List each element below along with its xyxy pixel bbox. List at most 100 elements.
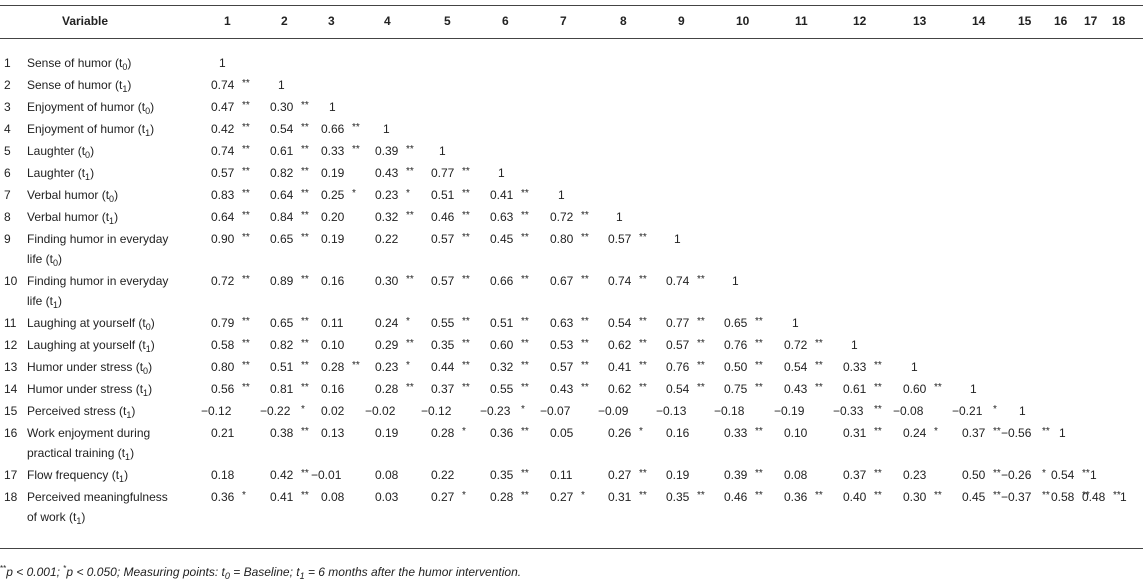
cell-value: 0.42 [211, 122, 235, 136]
significance-marker: ** [301, 274, 309, 285]
cell-value: 0.39 [375, 144, 399, 158]
cell-value: 0.54 [1051, 468, 1075, 482]
row-label: life (t1) [27, 294, 63, 310]
cell-value: 1 [558, 188, 565, 202]
label-subscript: 1 [109, 216, 115, 226]
cell-value: 0.40 [843, 490, 867, 504]
significance-marker: ** [242, 100, 250, 111]
cell-value: 0.28 [490, 490, 514, 504]
significance-marker: ** [301, 188, 309, 199]
cell-value: 0.64 [270, 188, 294, 202]
cell-value: 0.45 [490, 232, 514, 246]
cell-value: −0.02 [365, 404, 396, 418]
cell-value: 0.41 [608, 360, 632, 374]
significance-marker: ** [462, 210, 470, 221]
significance-marker: ** [815, 490, 823, 501]
cell-value: 1 [616, 210, 623, 224]
cell-value: 0.37 [962, 426, 986, 440]
cell-value: −0.01 [311, 468, 342, 482]
footnote-measuring: Measuring points: t0 = Baseline; t1 = 6 … [123, 565, 522, 581]
significance-marker: ** [352, 360, 360, 371]
row-label: Finding humor in everyday [27, 274, 169, 288]
significance-marker: * [581, 490, 585, 501]
cell-value: −0.18 [714, 404, 745, 418]
footnote-p1: p [6, 565, 13, 579]
header-col-10: 10 [736, 14, 750, 28]
significance-marker: ** [581, 316, 589, 327]
label-subscript: 1 [85, 172, 91, 182]
cell-value: 0.26 [608, 426, 632, 440]
cell-value: −0.56 [1001, 426, 1032, 440]
cell-value: 0.08 [375, 468, 399, 482]
cell-value: 1 [911, 360, 918, 374]
cell-value: −0.12 [421, 404, 452, 418]
cell-value: 0.46 [431, 210, 455, 224]
row-number: 13 [4, 360, 18, 374]
significance-marker: ** [406, 274, 414, 285]
row-label: Work enjoyment during [27, 426, 151, 440]
cell-value: −0.22 [260, 404, 291, 418]
cell-value: 0.08 [321, 490, 345, 504]
header-col-16: 16 [1054, 14, 1068, 28]
cell-value: 0.58 [1051, 490, 1075, 504]
cell-value: 0.28 [431, 426, 455, 440]
cell-value: 0.58 [211, 338, 235, 352]
cell-value: 0.23 [375, 188, 399, 202]
label-subscript: 0 [143, 366, 149, 376]
header-variable: Variable [62, 14, 109, 28]
header-col-7: 7 [560, 14, 567, 28]
label-subscript: 1 [53, 300, 59, 310]
cell-value: 1 [383, 122, 390, 136]
header-col-4: 4 [384, 14, 391, 28]
significance-marker: ** [462, 338, 470, 349]
cell-value: 0.27 [431, 490, 455, 504]
header-col-15: 15 [1018, 14, 1032, 28]
cell-value: 0.51 [490, 316, 514, 330]
significance-marker: ** [639, 338, 647, 349]
cell-value: 0.50 [724, 360, 748, 374]
cell-value: 0.82 [270, 338, 294, 352]
significance-marker: ** [521, 210, 529, 221]
significance-marker: ** [462, 316, 470, 327]
significance-marker: ** [581, 382, 589, 393]
significance-marker: ** [581, 338, 589, 349]
cell-value: 0.30 [375, 274, 399, 288]
significance-marker: ** [697, 316, 705, 327]
cell-value: 0.10 [784, 426, 808, 440]
cell-value: 0.65 [724, 316, 748, 330]
cell-value: 0.61 [270, 144, 294, 158]
row-label: Perceived stress (t1) [27, 404, 136, 420]
significance-marker: ** [815, 360, 823, 371]
cell-value: 0.22 [431, 468, 455, 482]
cell-value: 0.32 [375, 210, 399, 224]
significance-marker: ** [755, 490, 763, 501]
header-col-6: 6 [502, 14, 509, 28]
cell-value: 0.32 [490, 360, 514, 374]
cell-value: 0.74 [608, 274, 632, 288]
cell-value: 0.23 [903, 468, 927, 482]
cell-value: 0.19 [321, 232, 345, 246]
row-label: practical training (t1) [27, 446, 135, 462]
cell-value: 0.35 [490, 468, 514, 482]
cell-value: 1 [498, 166, 505, 180]
table-top-rule [0, 5, 1143, 6]
row-label: Sense of humor (t0) [27, 56, 132, 72]
cell-value: 1 [1019, 404, 1026, 418]
cell-value: 0.54 [270, 122, 294, 136]
label-subscript: 1 [119, 474, 125, 484]
row-label: Verbal humor (t0) [27, 188, 119, 204]
label-subscript: 0 [122, 62, 128, 72]
table-footnote: **p < 0.001; *p < 0.050; Measuring point… [0, 564, 522, 581]
significance-marker: ** [1042, 426, 1050, 437]
header-col-12: 12 [853, 14, 867, 28]
cell-value: 0.62 [608, 382, 632, 396]
row-number: 7 [4, 188, 11, 202]
significance-marker: ** [815, 382, 823, 393]
cell-value: 0.54 [608, 316, 632, 330]
cell-value: 0.57 [608, 232, 632, 246]
significance-marker: ** [755, 338, 763, 349]
row-number: 9 [4, 232, 11, 246]
significance-marker: ** [462, 382, 470, 393]
cell-value: 0.63 [550, 316, 574, 330]
significance-marker: ** [581, 360, 589, 371]
